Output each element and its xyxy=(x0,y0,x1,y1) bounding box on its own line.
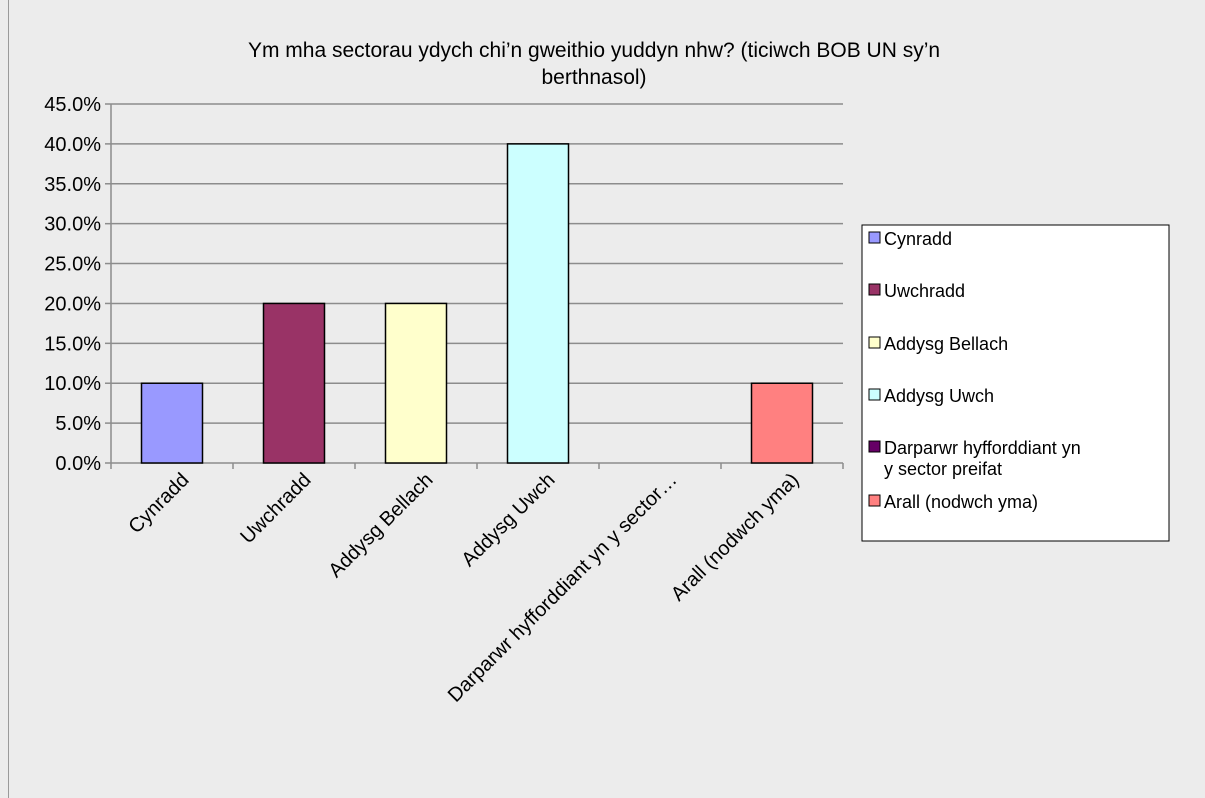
y-tick-label: 10.0% xyxy=(44,373,101,395)
y-tick-label: 35.0% xyxy=(44,174,101,196)
x-category-label: Darparwr hyfforddiant yn y sector… xyxy=(444,469,682,707)
y-tick-label: 5.0% xyxy=(55,413,101,435)
legend-label: Uwchradd xyxy=(884,281,965,301)
legend-label: Addysg Bellach xyxy=(884,334,1008,354)
y-tick-label: 0.0% xyxy=(55,453,101,475)
x-category-label: Addysg Uwch xyxy=(458,469,560,571)
x-category-label: Addysg Bellach xyxy=(324,469,437,582)
x-category-label: Arall (nodwch yma) xyxy=(667,469,804,606)
chart-area: Ym mha sectorau ydych chi’n gweithio yud… xyxy=(8,0,1205,798)
chart-title-line: Ym mha sectorau ydych chi’n gweithio yud… xyxy=(248,39,940,62)
x-category-label: Uwchradd xyxy=(236,469,315,548)
legend-swatch xyxy=(868,440,881,453)
legend-swatch xyxy=(868,388,881,401)
legend-swatch xyxy=(868,283,881,296)
legend-swatch xyxy=(868,336,881,349)
legend-swatch xyxy=(868,494,881,507)
legend-label: y sector preifat xyxy=(884,459,1002,479)
y-tick-label: 45.0% xyxy=(44,94,101,116)
legend-label: Addysg Uwch xyxy=(884,386,994,406)
legend-box xyxy=(861,224,1170,542)
legend-swatch xyxy=(868,231,881,244)
y-tick-label: 20.0% xyxy=(44,293,101,315)
legend-label: Cynradd xyxy=(884,229,952,249)
legend-label: Darparwr hyfforddiant yn xyxy=(884,438,1081,458)
y-tick-label: 40.0% xyxy=(44,134,101,156)
legend-label: Arall (nodwch yma) xyxy=(884,492,1038,512)
bar xyxy=(384,302,448,464)
chart-title-line: berthnasol) xyxy=(541,66,646,89)
y-tick-label: 30.0% xyxy=(44,214,101,236)
bar xyxy=(506,143,570,464)
bar xyxy=(262,302,326,464)
x-category-label: Cynradd xyxy=(125,469,194,538)
y-tick-label: 25.0% xyxy=(44,254,101,276)
bar xyxy=(750,382,814,464)
y-tick-label: 15.0% xyxy=(44,333,101,355)
bar xyxy=(140,382,204,464)
bar-chart: Ym mha sectorau ydych chi’n gweithio yud… xyxy=(44,39,1170,707)
